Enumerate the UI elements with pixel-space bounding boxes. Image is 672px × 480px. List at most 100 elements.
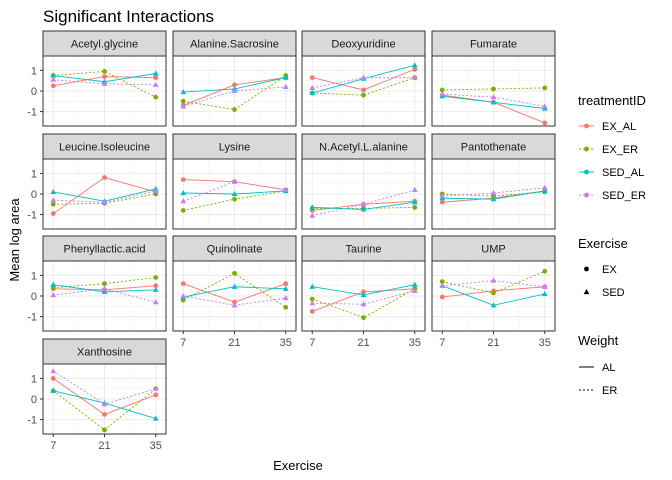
data-point-ex-er <box>412 204 418 210</box>
data-point-ex-er <box>102 281 107 287</box>
data-point-sed-er <box>231 302 238 308</box>
y-tick-label: -1 <box>27 415 37 427</box>
data-point-sed-al <box>541 290 548 297</box>
legend-key-circle <box>584 266 589 272</box>
legend-area: treatmentID EX_AL EX_ER SED_AL SED_ER Exercis… <box>578 93 646 397</box>
data-point-ex-er <box>153 94 159 100</box>
data-point-sed-al <box>360 206 367 212</box>
data-point-sed-er <box>180 103 187 109</box>
data-point-sed-er <box>309 84 316 91</box>
data-point-sed-al <box>411 281 418 287</box>
data-point-sed-al <box>50 72 57 78</box>
x-axis-title: Exercise <box>273 458 323 473</box>
x-tick-label: 21 <box>228 337 240 349</box>
facet-strip <box>42 338 167 365</box>
data-point-ex-er <box>361 315 366 321</box>
data-point-sed-er <box>50 291 57 298</box>
data-point-ex-al <box>309 309 315 314</box>
series-line-ex-er <box>312 288 415 319</box>
data-point-sed-er <box>180 293 187 299</box>
legend-title-weight: Weight <box>578 333 619 348</box>
data-point-sed-al <box>411 199 418 205</box>
x-tick-label: 7 <box>180 337 186 349</box>
facet-deoxyuridine: Deoxyuridine <box>301 30 426 127</box>
data-point-sed-er <box>152 81 159 87</box>
facet-strip-label: Taurine <box>345 244 381 256</box>
series-line-sed-er <box>53 190 156 203</box>
facet-strip <box>172 235 297 262</box>
chart-title: Significant Interactions <box>43 7 214 26</box>
data-point-ex-al <box>439 294 445 300</box>
x-tick-label: 7 <box>309 337 315 349</box>
data-point-sed-er <box>360 74 367 80</box>
data-point-sed-er <box>282 83 289 89</box>
data-point-sed-al <box>309 283 316 289</box>
data-point-ex-al <box>361 289 366 295</box>
x-tick-label: 35 <box>150 440 162 452</box>
facet-strip <box>301 235 426 262</box>
data-point-sed-al <box>282 74 289 80</box>
data-point-sed-al <box>180 89 187 95</box>
facet-strip-label: Lysine <box>219 142 250 154</box>
legend-label-ex-er: EX_ER <box>602 144 638 156</box>
legend-label-ex-al: EX_AL <box>602 121 636 133</box>
series-line-sed-er <box>442 280 545 288</box>
data-point-sed-er <box>152 299 159 305</box>
panel-border <box>301 55 426 127</box>
series-line-ex-er <box>53 70 156 98</box>
data-point-ex-er <box>232 270 237 276</box>
data-point-ex-al <box>102 412 107 417</box>
data-point-ex-al <box>153 75 159 81</box>
data-point-sed-al <box>101 288 108 294</box>
data-point-ex-al <box>153 392 159 398</box>
facet-lysine: Lysine <box>172 133 297 230</box>
data-point-sed-er <box>50 368 57 374</box>
x-tick-label: 35 <box>409 337 421 349</box>
legend-label-er: ER <box>602 385 617 397</box>
data-point-sed-er <box>490 277 497 283</box>
series-line-sed-er <box>442 93 545 107</box>
data-point-sed-er <box>411 74 418 80</box>
data-point-sed-al <box>50 387 57 393</box>
data-point-ex-er <box>283 304 289 310</box>
x-tick-label: 35 <box>539 337 551 349</box>
series-line-sed-er <box>442 187 545 197</box>
data-point-sed-er <box>50 76 57 82</box>
data-point-sed-er <box>101 80 108 86</box>
data-point-sed-al <box>490 196 497 202</box>
data-point-ex-er <box>153 275 159 280</box>
x-tick-label: 21 <box>357 337 369 349</box>
series-line-ex-er <box>183 75 286 111</box>
data-point-ex-er <box>491 290 496 296</box>
data-point-ex-er <box>50 201 56 207</box>
data-point-sed-al <box>50 188 57 195</box>
legend-key-point-sed-al <box>584 169 589 175</box>
facet-panels: Acetyl.glycine -1 0 1 Alanine.Sacrosine Deoxy… <box>27 30 556 452</box>
data-point-sed-er <box>50 197 57 203</box>
data-point-sed-al <box>152 415 159 421</box>
facet-xanthosine: Xanthosine -1 0 1 7 21 35 <box>27 338 167 452</box>
facet-strip-label: Pantothenate <box>461 142 526 154</box>
legend-key-point-ex-al <box>584 123 589 129</box>
data-point-ex-al <box>180 177 186 182</box>
facet-strip <box>431 235 556 262</box>
series-line-ex-er <box>312 77 415 96</box>
y-tick-label: 1 <box>31 373 37 385</box>
data-point-ex-er <box>361 92 366 98</box>
series-line-sed-er <box>53 79 156 86</box>
data-point-sed-er <box>282 186 289 192</box>
data-point-ex-al <box>102 74 107 79</box>
data-point-sed-al <box>490 302 497 308</box>
facet-quinolinate: Quinolinate 7 21 35 <box>172 235 297 349</box>
y-tick-label: 0 <box>31 291 37 303</box>
x-tick-label: 21 <box>487 337 499 349</box>
facet-strip-label: UMP <box>481 244 505 256</box>
x-tick-label: 21 <box>98 440 110 452</box>
facet-ump: UMP 7 21 35 <box>431 235 556 349</box>
y-tick-label: 1 <box>31 65 37 77</box>
data-point-sed-er <box>231 178 238 184</box>
data-point-sed-al <box>231 191 238 197</box>
facet-strip-label: Xanthosine <box>77 347 132 359</box>
facet-strip <box>431 30 556 57</box>
series-line-sed-er <box>312 290 415 305</box>
